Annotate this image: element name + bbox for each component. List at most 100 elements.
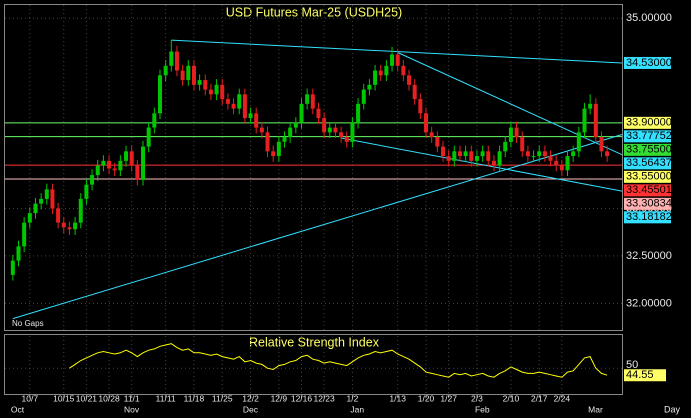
price-label: 33.30834: [626, 198, 672, 210]
candle-body: [191, 65, 196, 85]
candle-body: [463, 151, 468, 157]
candle-body: [333, 127, 338, 133]
rsi-title: Relative Strength Index: [249, 335, 380, 349]
x-tick-label: 2/17: [531, 393, 548, 403]
candle-body: [571, 151, 576, 157]
candle-body: [520, 137, 525, 152]
candle-body: [220, 84, 225, 100]
candle-body: [146, 127, 151, 147]
price-label: 33.56437: [626, 157, 672, 169]
price-label-box: [624, 170, 671, 183]
candle-body: [582, 108, 587, 133]
candle-body: [22, 222, 27, 247]
candle-body: [395, 54, 400, 66]
candle-body: [259, 127, 264, 133]
x-tick-label: 10/7: [22, 393, 39, 403]
rsi-tick-label: 50: [626, 359, 638, 371]
candle-body: [39, 198, 44, 204]
candle-body: [593, 103, 598, 138]
candle-body: [310, 94, 315, 109]
x-tick-label: 12/16: [291, 393, 313, 403]
candle-body: [276, 141, 281, 157]
candle-body: [44, 189, 49, 199]
x-tick-label: 1/27: [440, 393, 457, 403]
candle-body: [73, 222, 78, 230]
month-label: Mar: [588, 404, 603, 414]
x-tick-label: 11/11: [156, 393, 176, 403]
candle-body: [95, 165, 100, 176]
candle-body: [254, 113, 259, 128]
x-tick-label: 10/21: [76, 393, 98, 403]
price-label-box: [624, 143, 671, 156]
price-label-box: [624, 116, 671, 129]
candle-body: [305, 94, 310, 104]
candle-body: [129, 151, 134, 166]
candle-body: [474, 156, 479, 161]
month-label: Feb: [475, 404, 490, 414]
candle-body: [197, 80, 202, 85]
candle-body: [50, 189, 55, 209]
rsi-value-box: [624, 369, 666, 382]
candle-body: [107, 160, 112, 169]
candle-body: [180, 70, 185, 81]
candle-body: [339, 132, 344, 138]
x-tick-label: 2/3: [471, 393, 483, 403]
candle-body: [293, 122, 298, 128]
candle-body: [384, 65, 389, 76]
candle-body: [542, 151, 547, 157]
candle-body: [412, 84, 417, 100]
candle-body: [237, 94, 242, 109]
candle-body: [231, 103, 236, 109]
month-label: Nov: [124, 404, 140, 414]
candle-body: [356, 103, 361, 123]
candle-body: [390, 54, 395, 66]
candle-body: [514, 127, 519, 138]
candle-body: [203, 80, 208, 90]
candle-body: [152, 113, 157, 128]
x-tick-label: 1/20: [418, 393, 435, 403]
y-tick-label: 32.50000: [626, 250, 672, 262]
candle-body: [548, 156, 553, 161]
chart-title: USD Futures Mar-25 (USDH25): [226, 5, 402, 19]
candle-body: [599, 137, 604, 152]
price-label: 33.77752: [626, 130, 672, 142]
candle-body: [435, 137, 440, 147]
price-label-box: [624, 56, 671, 69]
candle-body: [27, 213, 32, 223]
candle-body: [61, 222, 66, 228]
candle-body: [344, 137, 349, 142]
candle-body: [452, 151, 457, 161]
candle-body: [186, 65, 191, 81]
candle-body: [373, 70, 378, 85]
candle-body: [101, 160, 106, 166]
candle-body: [174, 51, 179, 71]
candle-body: [214, 84, 219, 95]
candle-body: [367, 84, 372, 90]
candle-body: [163, 65, 168, 76]
price-label: 34.53000: [626, 57, 672, 69]
candle-body: [480, 151, 485, 157]
price-label: 33.90000: [626, 117, 672, 129]
y-tick-label: 35.00000: [626, 12, 672, 24]
candle-body: [118, 160, 123, 171]
candle-body: [418, 99, 423, 114]
candle-body: [282, 137, 287, 142]
x-tick-label: 10/15: [53, 393, 75, 403]
candle-body: [446, 156, 451, 161]
month-label: Oct: [11, 404, 25, 414]
candle-body: [67, 227, 72, 230]
candle-body: [322, 118, 327, 133]
price-label-box: [624, 184, 671, 197]
candle-body: [288, 127, 293, 138]
trendline: [171, 39, 623, 64]
price-label-box: [624, 157, 671, 170]
candle-body: [491, 160, 496, 166]
y-tick-label: 32.00000: [626, 297, 672, 309]
x-tick-label: 2/24: [554, 393, 571, 403]
candle-body: [135, 165, 140, 180]
price-label: 33.55000: [626, 171, 672, 183]
candle-body: [361, 89, 366, 104]
x-tick-label: 1/2: [347, 393, 359, 403]
candle-body: [56, 208, 61, 223]
